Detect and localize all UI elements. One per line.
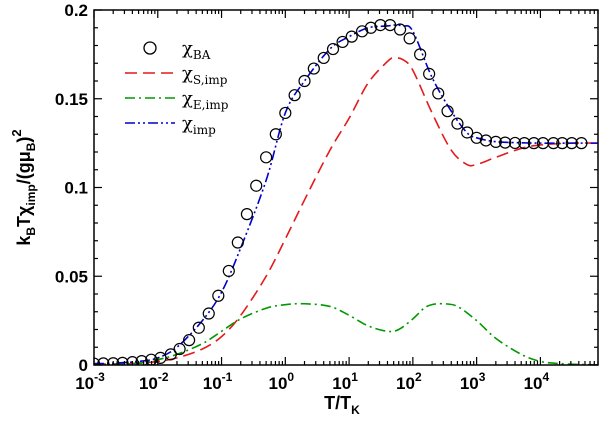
data-point (269, 128, 282, 141)
legend-label: χE,imp (182, 88, 229, 112)
x-axis: 10-3 10-2 10-1 100 101 102 103 104 (75, 10, 599, 393)
data-point (556, 137, 569, 150)
data-point (565, 137, 578, 150)
x-tick-label: 103 (460, 370, 486, 393)
data-point (231, 236, 244, 249)
data-point (107, 357, 120, 365)
plot-area (94, 18, 598, 365)
data-point (279, 106, 292, 120)
data-point (326, 42, 340, 56)
y-tick-label: 0.05 (55, 267, 88, 286)
data-point (536, 137, 550, 150)
data-point (250, 179, 263, 192)
data-point (345, 30, 358, 43)
data-point (374, 18, 387, 32)
data-point (470, 131, 483, 144)
data-point (173, 342, 186, 356)
data-point (97, 357, 110, 365)
data-point (461, 126, 474, 139)
data-point (414, 48, 427, 61)
legend-label: χimp (182, 113, 216, 137)
data-point (547, 137, 560, 150)
data-point (116, 356, 129, 365)
y-axis: 0 0.05 0.1 0.15 0.2 (55, 1, 598, 375)
series-line-1 (94, 56, 598, 365)
data-point (192, 321, 205, 334)
data-point (451, 117, 464, 130)
data-point (212, 289, 225, 302)
data-point (240, 208, 254, 221)
series-line-2 (94, 302, 598, 365)
data-point (222, 264, 235, 278)
data-point (288, 89, 301, 102)
data-point (94, 357, 101, 365)
legend-item: χE,imp (125, 88, 229, 112)
x-tick-label: 100 (269, 370, 295, 393)
data-point (126, 356, 139, 365)
data-point (356, 25, 369, 38)
data-point (441, 105, 454, 118)
data-point (489, 135, 502, 148)
data-point (307, 62, 320, 75)
data-point (260, 151, 273, 164)
data-point (364, 21, 378, 34)
plot-frame (93, 9, 599, 366)
data-point (202, 307, 215, 320)
legend-item: χS,imp (125, 63, 228, 87)
data-point (135, 354, 148, 365)
legend-item: χimp (125, 113, 216, 137)
legend-label: χBA (182, 38, 211, 62)
legend-marker (143, 41, 157, 55)
x-tick-label: 10-1 (203, 370, 233, 393)
legend-label: χS,imp (182, 63, 228, 87)
data-point (432, 87, 445, 100)
data-point (423, 67, 436, 81)
data-point (518, 137, 531, 150)
x-tick-label: 101 (332, 370, 358, 393)
legend-item: χBA (143, 38, 211, 62)
x-tick-label: 102 (396, 370, 422, 393)
data-point (145, 353, 158, 365)
series-line-3 (94, 24, 598, 365)
x-axis-title: T/TK (324, 393, 360, 417)
y-tick-label: 0.15 (55, 90, 88, 109)
y-tick-label: 0.2 (64, 1, 88, 20)
data-point (479, 134, 493, 147)
data-point (499, 136, 512, 149)
data-point (183, 334, 196, 347)
data-point (384, 18, 397, 32)
data-point (317, 51, 330, 65)
data-point (403, 32, 416, 45)
x-tick-label: 10-3 (75, 370, 105, 393)
x-tick-label: 104 (524, 370, 550, 393)
x-tick-label: 10-2 (139, 370, 169, 393)
y-axis-title: kBTχimp/(gμB)2 (9, 129, 38, 245)
y-tick-label: 0.1 (64, 179, 88, 198)
data-point (336, 35, 349, 49)
y-tick-label: 0 (79, 356, 88, 375)
data-point (575, 137, 588, 150)
data-point (527, 137, 540, 150)
data-point (508, 136, 522, 150)
data-point (164, 348, 177, 361)
data-point (298, 74, 311, 88)
data-point (393, 23, 407, 36)
